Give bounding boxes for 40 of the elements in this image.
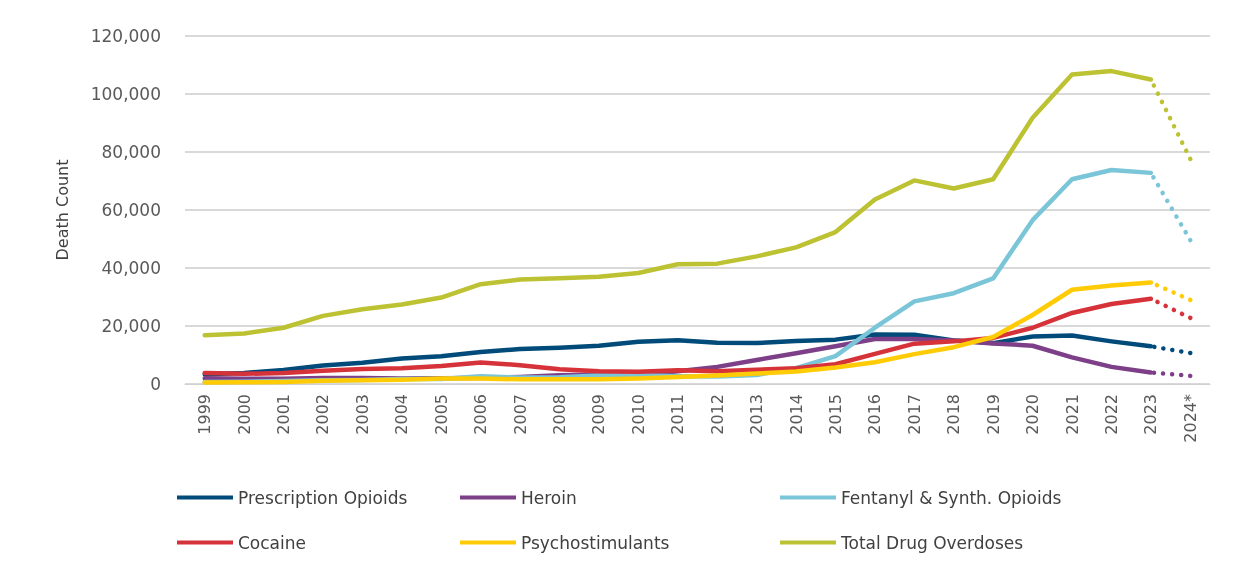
x-tick-label: 2019 [983,394,1003,435]
y-tick-label: 120,000 [90,26,161,46]
x-tick-label: 2014 [786,394,806,435]
x-tick-label: 2006 [471,394,491,435]
legend-label: Fentanyl & Synth. Opioids [841,487,1062,508]
y-axis-title: Death Count [52,159,72,261]
y-tick-label: 20,000 [101,316,161,336]
x-tick-label: 2024* [1180,394,1200,443]
x-tick-label: 2007 [510,394,530,435]
x-tick-label: 2000 [234,394,254,435]
x-tick-label: 2015 [825,394,845,435]
x-tick-label: 2008 [550,394,570,435]
x-tick-label: 2017 [904,394,924,435]
x-tick-label: 1999 [195,394,215,435]
x-tick-label: 2004 [392,394,412,435]
legend-label: Heroin [521,487,577,508]
x-tick-label: 2016 [865,394,885,435]
y-tick-label: 80,000 [101,142,161,162]
x-tick-label: 2023 [1141,394,1161,435]
x-tick-label: 2018 [944,394,964,435]
legend-label: Prescription Opioids [238,487,408,508]
x-tick-label: 2003 [352,394,372,435]
legend-label: Total Drug Overdoses [840,532,1024,553]
x-tick-label: 2022 [1101,394,1121,435]
x-tick-label: 2020 [1023,394,1043,435]
y-tick-label: 0 [150,374,161,394]
y-tick-label: 60,000 [101,200,161,220]
x-tick-label: 2005 [431,394,451,435]
x-tick-label: 2009 [589,394,609,435]
x-tick-label: 2002 [313,394,333,435]
x-tick-label: 2010 [628,394,648,435]
x-tick-label: 2013 [747,394,767,435]
y-tick-label: 40,000 [101,258,161,278]
legend-label: Cocaine [238,532,306,553]
legend-label: Psychostimulants [521,532,670,553]
x-tick-label: 2012 [707,394,727,435]
x-tick-label: 2001 [274,394,294,435]
x-tick-label: 2021 [1062,394,1082,435]
x-tick-label: 2011 [668,394,688,435]
y-tick-label: 100,000 [90,84,161,104]
